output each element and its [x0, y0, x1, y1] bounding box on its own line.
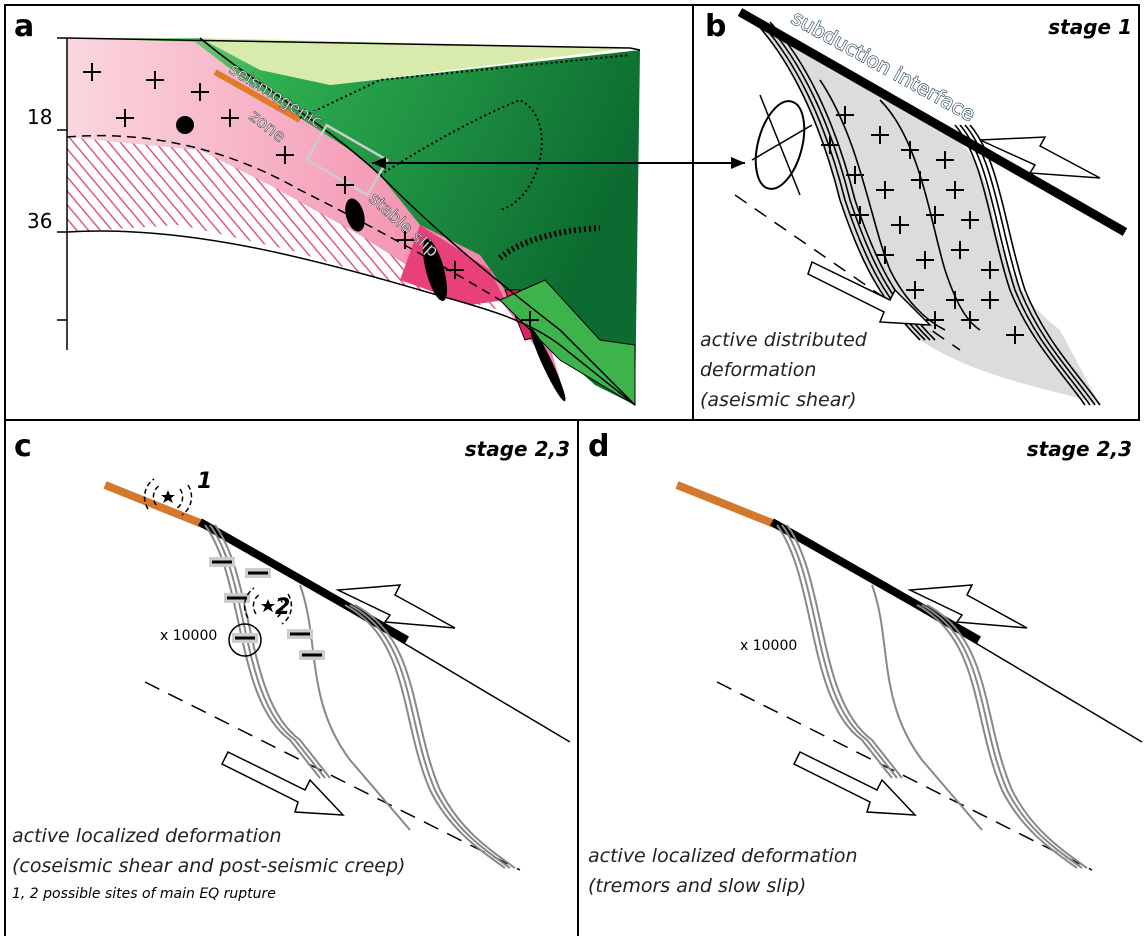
panel-letter: a: [14, 9, 34, 44]
depth-label: 18: [27, 105, 52, 129]
stage-label: stage 1: [1048, 15, 1132, 39]
panel-letter: d: [588, 429, 609, 464]
stage-label: stage 2,3: [465, 437, 570, 461]
ellipse-axis: [760, 95, 800, 195]
shear-line: [927, 605, 1087, 868]
shear-line: [345, 605, 505, 868]
locked-segment: [677, 485, 777, 525]
shear-arrow: [794, 752, 915, 815]
stage-label: stage 2,3: [1027, 437, 1132, 461]
panel-a: a 18 36 seismogenic zone stable slip: [14, 9, 745, 405]
scale-label: x 10000: [740, 638, 797, 654]
shear-line: [917, 605, 1077, 868]
caption: active distributed: [700, 329, 868, 351]
caption: (coseismic shear and post-seismic creep): [12, 855, 405, 877]
caption: deformation: [700, 359, 816, 381]
caption: active localized deformation: [12, 825, 282, 847]
caption: (tremors and slow slip): [588, 875, 806, 897]
caption: active localized deformation: [588, 845, 858, 867]
shear-arrow: [222, 752, 343, 815]
event: [176, 116, 194, 134]
star: [161, 490, 175, 503]
dashed-base: [717, 682, 1092, 870]
caption: (aseismic shear): [700, 389, 857, 411]
panel-d: d stage 2,3 x 10000 active localized def…: [588, 429, 1145, 897]
shear-line: [350, 605, 510, 868]
shear-line: [355, 605, 515, 868]
star: [261, 599, 275, 612]
panel-letter: b: [705, 9, 726, 44]
figure: a 18 36 seismogenic zone stable slip b s…: [0, 0, 1145, 941]
panel-letter: c: [14, 429, 32, 464]
note: 1, 2 possible sites of main EQ rupture: [12, 886, 276, 902]
shear-line: [922, 605, 1082, 868]
panel-c: c stage 2,3 1 2 x 10000 active localized…: [12, 429, 570, 902]
panel-b: b stage 1 subduction interface active di…: [700, 5, 1132, 411]
fault-thick: [200, 522, 407, 640]
fault-thick: [772, 522, 979, 640]
depth-label: 36: [27, 209, 52, 233]
depth-ticks: [57, 38, 67, 320]
scale-label: x 10000: [160, 628, 217, 644]
site-label: 1: [197, 469, 212, 494]
